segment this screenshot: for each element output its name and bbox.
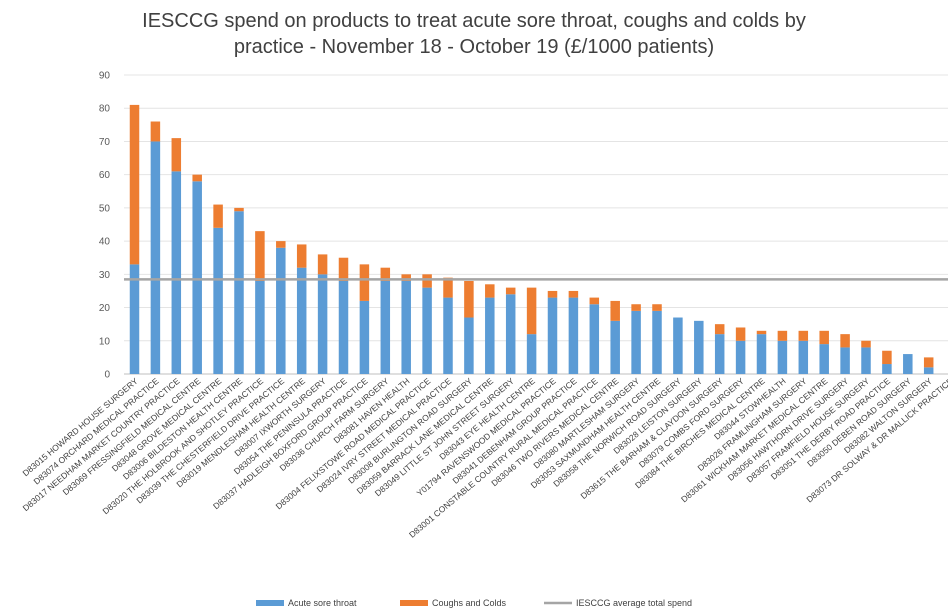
bar-acute-sore-throat xyxy=(234,211,244,374)
bar-coughs-and-colds xyxy=(464,280,474,318)
bar-acute-sore-throat xyxy=(673,317,683,374)
bar-acute-sore-throat xyxy=(526,334,537,374)
bar-coughs-and-colds xyxy=(443,277,453,298)
bar-acute-sore-throat xyxy=(694,320,704,374)
bar-acute-sore-throat xyxy=(840,347,850,374)
y-tick-label: 0 xyxy=(104,370,110,381)
bar-coughs-and-colds xyxy=(234,207,244,212)
bar-coughs-and-colds xyxy=(735,327,746,341)
y-axis-tick-labels: 0 10 20 30 40 50 60 70 80 90 xyxy=(99,71,111,381)
bar-acute-sore-throat xyxy=(882,364,892,374)
y-tick-label: 50 xyxy=(99,203,111,214)
bar-acute-sore-throat xyxy=(401,280,411,374)
bar-coughs-and-colds xyxy=(380,267,391,281)
bar-coughs-and-colds xyxy=(171,138,182,172)
bar-coughs-and-colds xyxy=(589,297,600,305)
bar-acute-sore-throat xyxy=(192,181,202,374)
bar-acute-sore-throat xyxy=(547,297,558,374)
bar-acute-sore-throat xyxy=(777,340,788,374)
chart-title-line-1: IESCCG spend on products to treat acute … xyxy=(142,10,806,32)
y-tick-label: 80 xyxy=(99,104,111,115)
bar-coughs-and-colds xyxy=(714,324,725,335)
bar-acute-sore-throat xyxy=(129,264,140,374)
bar-coughs-and-colds xyxy=(610,300,620,321)
bar-coughs-and-colds xyxy=(652,304,662,311)
bar-coughs-and-colds xyxy=(526,287,537,335)
y-tick-label: 90 xyxy=(99,71,111,82)
bar-coughs-and-colds xyxy=(840,334,850,348)
bar-acute-sore-throat xyxy=(798,340,809,374)
y-tick-label: 30 xyxy=(99,270,111,281)
legend-label-coughs-and-colds: Coughs and Colds xyxy=(432,598,507,608)
bar-coughs-and-colds xyxy=(861,340,871,348)
bar-coughs-and-colds xyxy=(422,274,432,288)
bar-acute-sore-throat xyxy=(464,317,474,374)
bar-acute-sore-throat xyxy=(443,297,453,374)
bar-acute-sore-throat xyxy=(631,310,641,374)
bar-coughs-and-colds xyxy=(777,330,788,341)
bar-coughs-and-colds xyxy=(631,304,641,311)
legend-label-average: IESCCG average total spend xyxy=(576,598,692,608)
bar-coughs-and-colds xyxy=(338,257,349,281)
bar-coughs-and-colds xyxy=(882,350,892,365)
bar-coughs-and-colds xyxy=(276,241,286,248)
bar-coughs-and-colds xyxy=(213,204,223,228)
bar-acute-sore-throat xyxy=(255,280,265,374)
bar-coughs-and-colds xyxy=(255,231,265,281)
bar-coughs-and-colds xyxy=(485,284,495,298)
bar-acute-sore-throat xyxy=(861,347,871,374)
bar-acute-sore-throat xyxy=(903,354,913,374)
bar-acute-sore-throat xyxy=(652,310,662,374)
bar-acute-sore-throat xyxy=(317,274,328,374)
bar-acute-sore-throat xyxy=(380,280,391,374)
bar-acute-sore-throat xyxy=(213,227,223,374)
chart-title-line-2: practice - November 18 - October 19 (£/1… xyxy=(233,36,715,58)
bar-coughs-and-colds xyxy=(819,330,829,345)
bar-acute-sore-throat xyxy=(735,340,746,374)
y-tick-label: 60 xyxy=(99,170,111,181)
bar-acute-sore-throat xyxy=(923,367,934,374)
y-tick-label: 20 xyxy=(99,303,111,314)
legend: Acute sore throat Coughs and Colds IESCCG … xyxy=(256,598,692,608)
y-tick-label: 40 xyxy=(99,237,111,248)
bar-coughs-and-colds xyxy=(192,174,202,182)
bar-acute-sore-throat xyxy=(589,304,600,374)
bar-coughs-and-colds xyxy=(317,254,328,275)
bar-acute-sore-throat xyxy=(505,294,516,374)
chart-title: IESCCG spend on products to treat acute … xyxy=(0,8,948,60)
bar-acute-sore-throat xyxy=(714,334,725,374)
bar-acute-sore-throat xyxy=(819,344,829,374)
bar-coughs-and-colds xyxy=(505,287,516,295)
bar-acute-sore-throat xyxy=(485,297,495,374)
bar-coughs-and-colds xyxy=(568,290,579,298)
bar-acute-sore-throat xyxy=(296,267,307,374)
bar-acute-sore-throat xyxy=(276,247,286,374)
bar-acute-sore-throat xyxy=(150,141,161,374)
y-tick-label: 10 xyxy=(99,336,111,347)
bar-coughs-and-colds xyxy=(359,264,370,301)
bar-coughs-and-colds xyxy=(296,244,307,268)
bars xyxy=(129,104,934,374)
bar-coughs-and-colds xyxy=(798,330,809,341)
legend-swatch-coughs-and-colds xyxy=(400,600,428,606)
bar-coughs-and-colds xyxy=(401,274,411,281)
bar-acute-sore-throat xyxy=(610,320,620,374)
bar-acute-sore-throat xyxy=(568,297,579,374)
bar-coughs-and-colds xyxy=(547,290,558,298)
y-tick-label: 70 xyxy=(99,137,111,148)
bar-acute-sore-throat xyxy=(338,280,349,374)
bar-acute-sore-throat xyxy=(756,334,767,374)
legend-label-acute-sore-throat: Acute sore throat xyxy=(288,598,357,608)
bar-acute-sore-throat xyxy=(359,300,370,374)
bar-acute-sore-throat xyxy=(422,287,432,374)
bar-coughs-and-colds xyxy=(756,330,767,335)
bar-coughs-and-colds xyxy=(923,357,934,368)
bar-acute-sore-throat xyxy=(171,171,182,374)
bar-coughs-and-colds xyxy=(150,121,161,142)
bar-coughs-and-colds xyxy=(129,104,140,265)
legend-swatch-acute-sore-throat xyxy=(256,600,284,606)
